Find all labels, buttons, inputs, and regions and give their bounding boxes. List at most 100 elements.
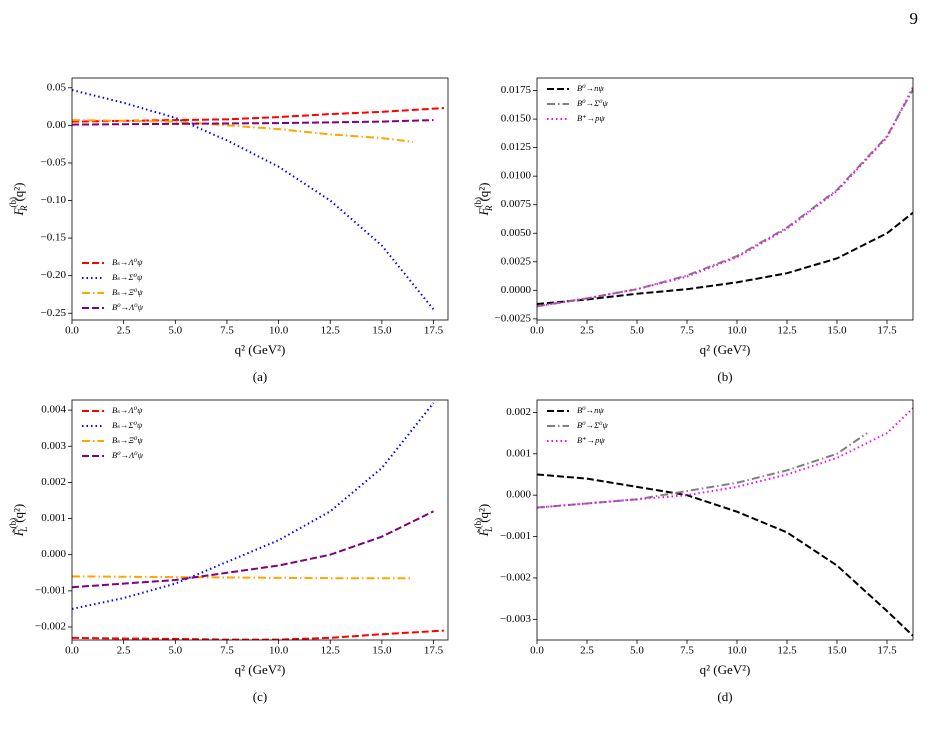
y-axis-label-part: (b) <box>473 518 483 529</box>
x-tick-label: 2.5 <box>117 325 131 337</box>
y-axis-label-part: (b) <box>8 197 18 208</box>
y-tick-label: 0.004 <box>41 404 66 416</box>
y-axis-label-part: (q²) <box>11 182 26 201</box>
y-axis-label-part: L <box>19 527 29 533</box>
x-tick-label: 2.5 <box>117 645 131 657</box>
y-tick-label: 0.002 <box>506 406 531 418</box>
y-axis-label-part: (q²) <box>476 504 491 523</box>
x-tick-label: 12.5 <box>321 645 341 657</box>
y-axis-label-part: F̃ <box>11 527 26 537</box>
x-tick-label: 5.0 <box>168 325 182 337</box>
legend-label: Bₛ→Λ⁰ψ <box>112 257 143 267</box>
chart: 0.0 2.5 5.0 7.5 10.0 12.5 15.0 17.5 −0.002 −0.001… <box>8 399 449 704</box>
y-tick-label: −0.20 <box>41 269 67 281</box>
data-line <box>72 510 434 589</box>
x-tick-label: 17.5 <box>877 325 897 337</box>
legend-label: B⁰→Λ⁰ψ <box>112 450 144 460</box>
x-tick-label: 15.0 <box>827 645 847 657</box>
y-tick-label: −0.05 <box>41 156 67 168</box>
x-tick-label: 0.0 <box>530 645 544 657</box>
plot-frame <box>71 399 449 641</box>
y-axis-label: F(b)R (q²) <box>8 182 29 216</box>
data-line <box>72 575 413 580</box>
legend-label: Bₛ→Ξ⁰ψ <box>112 435 143 445</box>
y-tick-label: 0.0050 <box>501 227 532 239</box>
y-tick-label: 0.0125 <box>501 141 532 153</box>
x-tick-label: 12.5 <box>777 325 797 337</box>
x-tick-label: 7.5 <box>680 645 694 657</box>
y-axis-label-part: F̃ <box>476 527 491 537</box>
x-tick-label: 10.0 <box>269 325 289 337</box>
y-tick-label: 0.05 <box>47 81 67 93</box>
y-tick-label: 0.002 <box>41 476 66 488</box>
figure-caption: (b) <box>717 369 732 384</box>
y-tick-label: −0.001 <box>35 584 66 596</box>
x-tick-label: 17.5 <box>424 325 444 337</box>
y-axis-label-part: (q²) <box>476 182 491 201</box>
x-axis-label: q² (GeV²) <box>235 342 286 357</box>
y-tick-label: −0.10 <box>41 194 67 206</box>
x-tick-label: 10.0 <box>727 645 747 657</box>
x-tick-label: 12.5 <box>777 645 797 657</box>
x-tick-label: 12.5 <box>321 325 341 337</box>
y-tick-label: 0.0075 <box>501 198 532 210</box>
y-tick-label: 0.0150 <box>501 113 532 125</box>
data-line <box>72 119 414 143</box>
x-axis-label: q² (GeV²) <box>700 342 751 357</box>
y-axis-label-part: R <box>484 205 494 212</box>
x-tick-label: 7.5 <box>680 325 694 337</box>
y-axis-label-part: (b) <box>473 197 483 208</box>
x-tick-label: 15.0 <box>827 325 847 337</box>
legend-label: Bₛ→Σ⁰ψ <box>112 272 143 282</box>
x-tick-label: 15.0 <box>372 645 392 657</box>
x-tick-label: 10.0 <box>269 645 289 657</box>
figure-caption: (c) <box>253 689 267 704</box>
y-tick-label: −0.002 <box>35 621 66 633</box>
legend-label: B⁰→nψ <box>577 83 604 93</box>
y-tick-label: 0.000 <box>506 489 531 501</box>
chart: 0.0 2.5 5.0 7.5 10.0 12.5 15.0 17.5 −0.0025 0.000… <box>473 77 914 384</box>
y-tick-label: −0.25 <box>41 307 67 319</box>
x-tick-label: 2.5 <box>580 645 594 657</box>
y-axis-label: F(b)R (q²) <box>473 182 494 216</box>
y-tick-label: −0.001 <box>500 530 531 542</box>
legend-label: Bₛ→Σ⁰ψ <box>112 420 143 430</box>
plot-frame <box>71 77 449 321</box>
legend-label: B⁰→Σ⁰ψ <box>577 420 609 430</box>
y-tick-label: 0.0100 <box>501 170 532 182</box>
y-tick-label: 0.003 <box>41 440 66 452</box>
plot-frame <box>536 399 914 641</box>
y-tick-label: 0.001 <box>41 512 66 524</box>
y-tick-label: 0.0175 <box>501 84 532 96</box>
legend-label: B⁰→Σ⁰ψ <box>577 98 609 108</box>
y-tick-label: 0.001 <box>506 447 531 459</box>
x-axis-label: q² (GeV²) <box>235 662 286 677</box>
x-tick-label: 10.0 <box>727 325 747 337</box>
x-tick-label: 5.0 <box>630 645 644 657</box>
figure-caption: (d) <box>717 689 732 704</box>
x-tick-label: 17.5 <box>424 645 444 657</box>
x-tick-label: 2.5 <box>580 325 594 337</box>
y-axis-label-part: F <box>11 207 26 217</box>
y-tick-label: −0.0025 <box>495 312 532 324</box>
data-line <box>72 629 444 640</box>
legend-label: Bₛ→Λ⁰ψ <box>112 405 143 415</box>
x-tick-label: 5.0 <box>630 325 644 337</box>
plot-frame <box>536 77 914 321</box>
y-axis-label: F̃(b)L (q²) <box>473 504 494 538</box>
y-tick-label: 0.0000 <box>501 284 532 296</box>
x-tick-label: 0.0 <box>65 645 79 657</box>
chart: 0.0 2.5 5.0 7.5 10.0 12.5 15.0 17.5 −0.003 −0.002… <box>473 399 914 704</box>
legend-label: B⁺→pψ <box>577 113 605 123</box>
x-tick-label: 5.0 <box>168 645 182 657</box>
y-axis-label: F̃(b)L (q²) <box>8 504 29 538</box>
figure-caption: (a) <box>253 369 267 384</box>
data-line <box>537 473 913 637</box>
y-axis-label-part: (q²) <box>11 504 26 523</box>
y-tick-label: −0.15 <box>41 232 67 244</box>
data-line <box>72 119 434 126</box>
legend-label: Bₛ→Ξ⁰ψ <box>112 287 143 297</box>
x-axis-label: q² (GeV²) <box>700 662 751 677</box>
